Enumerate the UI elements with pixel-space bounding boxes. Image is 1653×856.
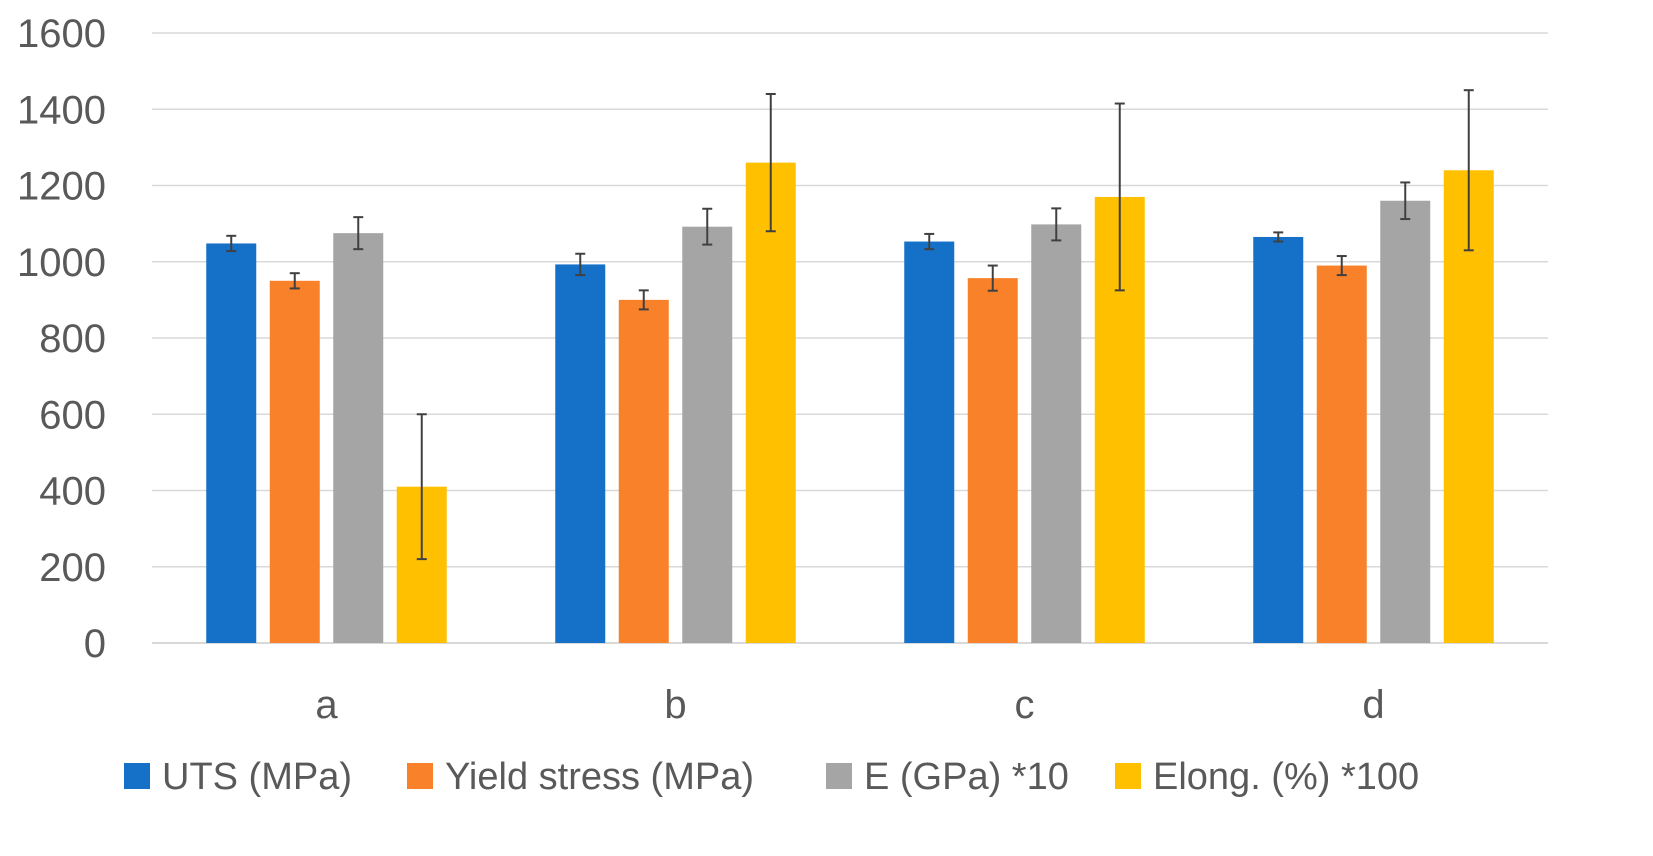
legend-label-3: Elong. (%) *100 <box>1153 756 1419 798</box>
legend-swatch-1 <box>407 763 433 789</box>
bar-d-series-2 <box>1380 200 1431 643</box>
y-tick-label: 0 <box>84 622 106 666</box>
x-axis-category-labels: a b c d <box>315 683 1384 727</box>
bar-a-series-0 <box>206 243 257 643</box>
legend: UTS (MPa) Yield stress (MPa) E (GPa) *10 El… <box>124 756 1419 798</box>
legend-label-0: UTS (MPa) <box>162 756 352 798</box>
legend-label-2: E (GPa) *10 <box>864 756 1069 798</box>
y-tick-label: 600 <box>39 393 106 437</box>
bar-d-series-1 <box>1316 265 1367 643</box>
bar-b-series-0 <box>555 264 606 643</box>
bar-c-series-0 <box>904 241 955 643</box>
bar-d-series-0 <box>1253 236 1304 643</box>
bar-a-series-1 <box>269 280 320 643</box>
y-tick-label: 200 <box>39 546 106 590</box>
bar-b-series-2 <box>682 226 733 644</box>
y-axis-tick-labels: 0 200 400 600 800 1000 1200 1400 1600 <box>17 12 106 666</box>
x-category-label: a <box>315 683 338 727</box>
legend-label-1: Yield stress (MPa) <box>445 756 754 798</box>
legend-swatch-2 <box>826 763 852 789</box>
y-tick-label: 400 <box>39 470 106 514</box>
y-tick-label: 1400 <box>17 88 106 132</box>
y-tick-label: 1000 <box>17 241 106 285</box>
legend-swatch-0 <box>124 763 150 789</box>
x-category-label: c <box>1015 683 1035 727</box>
bar-a-series-2 <box>333 233 384 643</box>
y-tick-label: 1600 <box>17 12 106 56</box>
bar-c-series-2 <box>1031 224 1082 643</box>
error-bars <box>226 89 1474 561</box>
bar-c-series-1 <box>967 278 1018 643</box>
legend-swatch-3 <box>1115 763 1141 789</box>
gridlines <box>152 32 1548 644</box>
bar-b-series-1 <box>618 299 669 643</box>
x-category-label: b <box>664 683 686 727</box>
bars <box>206 162 1494 644</box>
x-category-label: d <box>1362 683 1384 727</box>
y-tick-label: 1200 <box>17 165 106 209</box>
bar-b-series-3 <box>745 162 796 643</box>
y-tick-label: 800 <box>39 317 106 361</box>
